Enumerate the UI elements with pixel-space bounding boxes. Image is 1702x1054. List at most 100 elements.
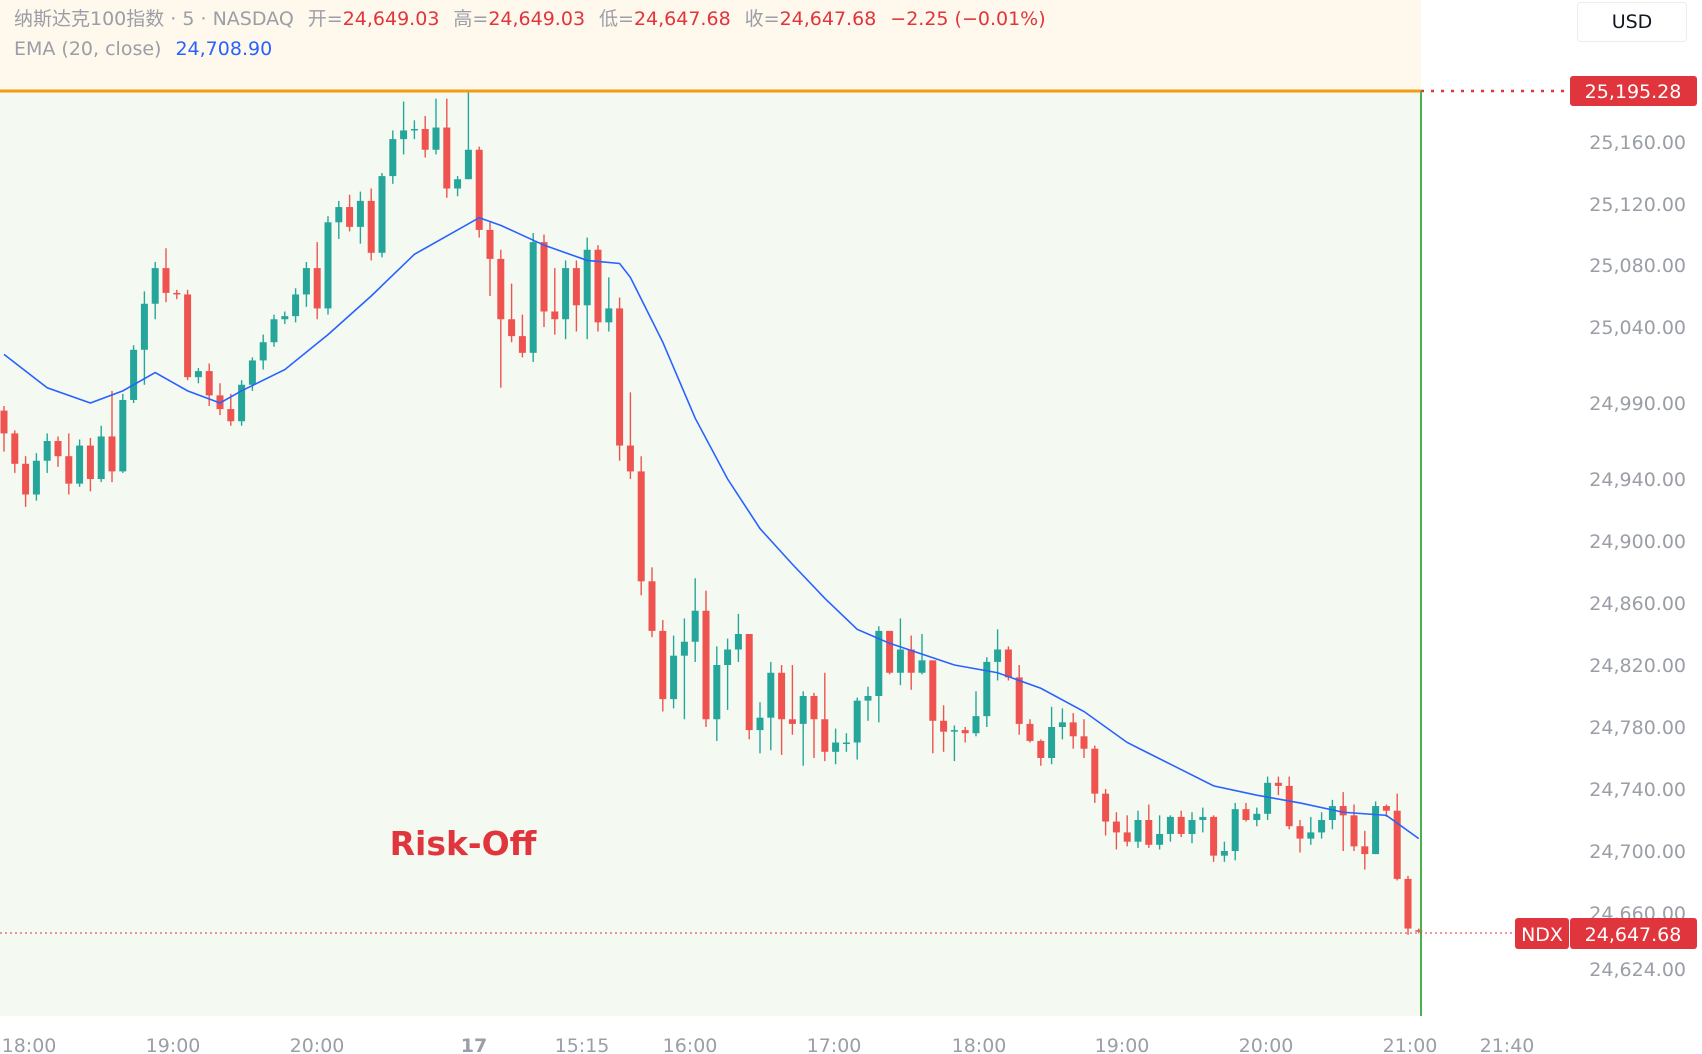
candle[interactable]	[238, 380, 246, 426]
candle[interactable]	[540, 234, 548, 328]
candle[interactable]	[497, 249, 505, 388]
price-axis[interactable]: 25,160.00 25,120.00 25,080.00 25,040.00 24,9…	[1589, 132, 1686, 981]
candle[interactable]	[767, 661, 775, 751]
candle[interactable]	[302, 261, 310, 307]
candle[interactable]	[410, 120, 418, 140]
candle[interactable]	[562, 260, 570, 340]
candle[interactable]	[648, 567, 656, 638]
candle[interactable]	[1339, 792, 1347, 851]
candle[interactable]	[1058, 708, 1066, 740]
candle[interactable]	[43, 433, 51, 473]
candle[interactable]	[842, 733, 850, 752]
candle[interactable]	[788, 665, 796, 735]
candle[interactable]	[1112, 812, 1120, 850]
candle[interactable]	[443, 98, 451, 198]
candle[interactable]	[97, 425, 105, 483]
candle[interactable]	[464, 91, 472, 180]
candle[interactable]	[151, 261, 159, 320]
candle[interactable]	[637, 456, 645, 596]
candle[interactable]	[583, 237, 591, 340]
candle[interactable]	[702, 590, 710, 727]
candle[interactable]	[529, 232, 537, 362]
candle[interactable]	[691, 578, 699, 662]
candle[interactable]	[140, 291, 148, 385]
risk-off-annotation[interactable]: Risk-Off	[390, 824, 538, 863]
candle[interactable]	[907, 635, 915, 690]
candle[interactable]	[670, 635, 678, 709]
candle[interactable]	[292, 288, 300, 323]
candle[interactable]	[1220, 841, 1228, 862]
candle[interactable]	[54, 436, 62, 467]
candle[interactable]	[929, 660, 937, 754]
candle[interactable]	[864, 686, 872, 721]
candle[interactable]	[1231, 802, 1239, 861]
candle[interactable]	[378, 173, 386, 258]
candle[interactable]	[853, 697, 861, 760]
candle[interactable]	[346, 194, 354, 232]
candle[interactable]	[572, 260, 580, 332]
candle[interactable]	[1296, 820, 1304, 853]
candle[interactable]	[270, 314, 278, 347]
candle[interactable]	[886, 630, 894, 675]
candle[interactable]	[356, 191, 364, 244]
candle[interactable]	[605, 277, 613, 332]
candle[interactable]	[832, 728, 840, 765]
candle[interactable]	[22, 456, 30, 507]
candle[interactable]	[1123, 815, 1131, 847]
candle[interactable]	[162, 248, 170, 303]
candle[interactable]	[680, 618, 688, 720]
candle[interactable]	[227, 393, 235, 426]
candle[interactable]	[896, 618, 904, 686]
candle[interactable]	[184, 289, 192, 381]
candle[interactable]	[65, 433, 73, 495]
candle[interactable]	[1393, 793, 1401, 881]
candle[interactable]	[313, 242, 321, 320]
currency-button[interactable]: USD	[1577, 2, 1687, 42]
candle[interactable]	[0, 406, 8, 452]
candle[interactable]	[1253, 807, 1261, 827]
candle[interactable]	[259, 334, 267, 370]
candle[interactable]	[130, 345, 138, 403]
candle[interactable]	[421, 115, 429, 158]
candle[interactable]	[367, 188, 375, 261]
candle[interactable]	[508, 283, 516, 343]
candle[interactable]	[659, 620, 667, 712]
candle[interactable]	[1328, 799, 1336, 830]
candle[interactable]	[1361, 830, 1369, 870]
candle[interactable]	[1210, 815, 1218, 862]
candle[interactable]	[1091, 745, 1099, 803]
candle[interactable]	[11, 430, 19, 473]
candle[interactable]	[1177, 810, 1185, 838]
candle[interactable]	[1004, 646, 1012, 681]
candle[interactable]	[173, 289, 181, 300]
candle[interactable]	[1274, 776, 1282, 796]
candle[interactable]	[875, 626, 883, 723]
candle[interactable]	[616, 297, 624, 461]
candle[interactable]	[594, 245, 602, 332]
candle[interactable]	[1166, 815, 1174, 842]
candle[interactable]	[86, 437, 94, 492]
candle[interactable]	[389, 130, 397, 184]
candle[interactable]	[194, 368, 202, 384]
candle[interactable]	[1156, 815, 1164, 850]
candle[interactable]	[1199, 807, 1207, 833]
candle[interactable]	[324, 216, 332, 315]
candle[interactable]	[713, 646, 721, 741]
candle[interactable]	[810, 692, 818, 758]
time-axis[interactable]: 18:00 19:00 20:00 17 15:15 16:00 17:00 18:00 19:…	[2, 1035, 1535, 1054]
candle[interactable]	[1242, 802, 1250, 822]
candle[interactable]	[961, 727, 969, 743]
candle[interactable]	[626, 392, 634, 479]
candle[interactable]	[1102, 789, 1110, 836]
candle[interactable]	[119, 393, 127, 473]
candle[interactable]	[1404, 875, 1412, 935]
candle[interactable]	[821, 672, 829, 762]
candle[interactable]	[1015, 665, 1023, 735]
candle[interactable]	[1080, 719, 1088, 758]
candle[interactable]	[1264, 776, 1272, 820]
candle[interactable]	[1285, 776, 1293, 830]
candle[interactable]	[281, 311, 289, 324]
candle[interactable]	[400, 101, 408, 155]
candle[interactable]	[950, 725, 958, 762]
candle[interactable]	[940, 705, 948, 752]
